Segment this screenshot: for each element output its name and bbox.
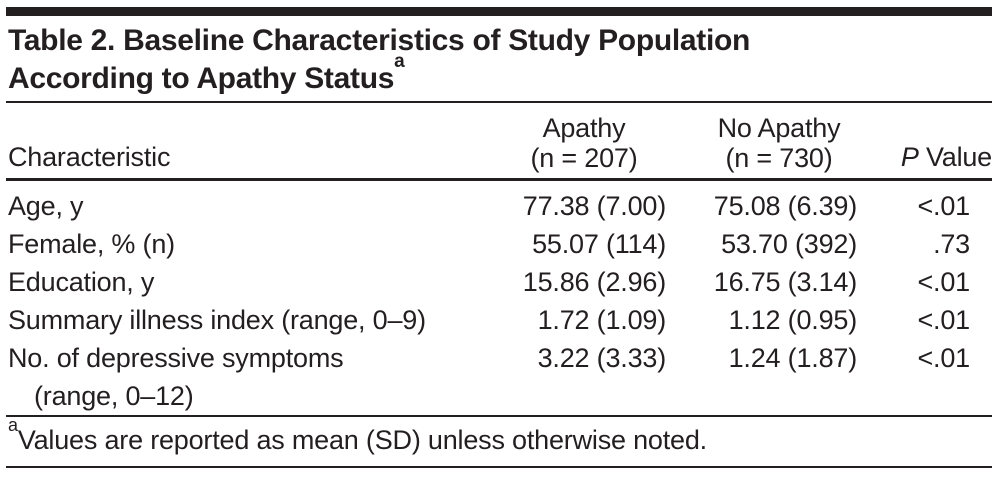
rule-below-title (6, 101, 992, 103)
col-header-characteristic: Characteristic (6, 103, 476, 181)
col-header-apathy: Apathy (n = 207) (476, 103, 672, 181)
footnote-marker: a (8, 415, 18, 435)
col-header-no-apathy-n: (n = 730) (725, 143, 833, 173)
cell-no-apathy-value: 1.24 (1.87) (728, 343, 858, 373)
cell-apathy-value: 15.86 (2.96) (522, 267, 666, 297)
col-header-p-value: P Value (860, 103, 992, 181)
footnote-text: Values are reported as mean (SD) unless … (17, 425, 707, 455)
cell-no-apathy-value: 75.08 (6.39) (713, 191, 857, 221)
table-footnote: aValues are reported as mean (SD) unless… (6, 415, 992, 468)
top-rule-bar (6, 7, 992, 16)
baseline-characteristics-table: Characteristic Apathy (n = 207) No Apath… (6, 103, 992, 415)
cell-no-apathy-value: 53.70 (392) (721, 229, 857, 259)
cell-p-value: <.01 (917, 305, 970, 335)
table-row-education: Education, y 15.86 (2.96) 16.75 (3.14) <… (6, 263, 992, 301)
col-header-apathy-n: (n = 207) (530, 143, 638, 173)
cell-characteristic: Age, y (8, 191, 84, 221)
cell-no-apathy-value: 16.75 (3.14) (713, 267, 857, 297)
cell-characteristic: No. of depressive symptoms (range, 0–12) (6, 339, 476, 415)
cell-apathy-value: 1.72 (1.09) (537, 305, 667, 335)
table-title-line1: Table 2. Baseline Characteristics of Stu… (8, 24, 751, 57)
table-title-line2: According to Apathy Statusa (8, 52, 990, 98)
p-value-italic-p: P (900, 142, 919, 172)
table-row-age: Age, y 77.38 (7.00) 75.08 (6.39) <.01 (6, 180, 992, 226)
cell-apathy-value: 3.22 (3.33) (537, 343, 667, 373)
col-header-no-apathy: No Apathy (n = 730) (672, 103, 860, 181)
cell-characteristic: Summary illness index (range, 0–9) (8, 305, 426, 335)
cell-characteristic: Education, y (8, 267, 155, 297)
cell-characteristic: Female, % (n) (8, 229, 175, 259)
cell-apathy-value: 55.07 (114) (532, 229, 666, 259)
table-row-illness-index: Summary illness index (range, 0–9) 1.72 … (6, 301, 992, 339)
col-header-no-apathy-label: No Apathy (717, 113, 841, 143)
cell-characteristic-line2: (range, 0–12) (34, 381, 194, 411)
p-value-rest: Value (918, 142, 992, 172)
cell-apathy-value: 77.38 (7.00) (522, 191, 666, 221)
header-row: Characteristic Apathy (n = 207) No Apath… (6, 103, 992, 181)
table-title-line2-text: According to Apathy Status (8, 62, 395, 95)
table-row-female: Female, % (n) 55.07 (114) 53.70 (392) .7… (6, 225, 992, 263)
cell-characteristic-line1: No. of depressive symptoms (8, 343, 344, 373)
cell-p-value: .73 (933, 229, 970, 259)
table-title: Table 2. Baseline Characteristics of Stu… (8, 22, 990, 98)
title-footnote-marker: a (394, 51, 405, 72)
cell-p-value: <.01 (917, 343, 970, 373)
cell-no-apathy-value: 1.12 (0.95) (728, 305, 858, 335)
col-header-apathy-label: Apathy (542, 113, 626, 143)
table-row-depressive-symptoms: No. of depressive symptoms (range, 0–12)… (6, 339, 992, 415)
cell-p-value: <.01 (917, 191, 970, 221)
cell-p-value: <.01 (917, 267, 970, 297)
